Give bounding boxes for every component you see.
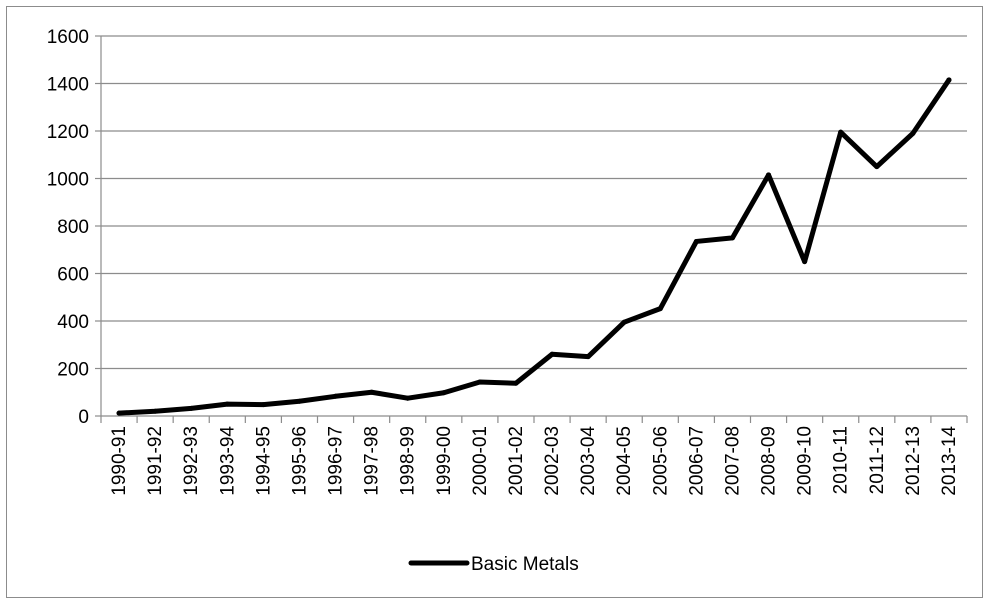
data-point <box>405 395 411 401</box>
data-point <box>188 405 194 411</box>
x-tick-label: 2005-06 <box>650 426 671 496</box>
data-point <box>116 410 122 416</box>
series-group <box>116 77 952 416</box>
x-tick-label: 1998-99 <box>398 426 419 496</box>
data-point <box>333 393 339 399</box>
data-point <box>513 380 519 386</box>
data-point <box>657 306 663 312</box>
x-axis-ticks: 1990-91 1991-92 1992-93 1993-94 1994-95 1995-… <box>100 416 968 496</box>
x-tick-label: 1996-97 <box>326 426 347 496</box>
x-tick-label: 1990-91 <box>109 426 130 496</box>
x-tick-label: 2007-08 <box>722 426 743 496</box>
data-point <box>152 408 158 414</box>
x-tick-label: 2011-12 <box>867 426 888 494</box>
x-tick-label: 1993-94 <box>217 426 238 496</box>
x-tick-label: 2006-07 <box>686 426 707 496</box>
y-tick-label: 1600 <box>47 27 89 48</box>
y-axis-ticks: 0 200 400 600 800 1000 1200 1400 1600 <box>47 27 101 428</box>
data-point <box>296 398 302 404</box>
x-tick-label: 2009-10 <box>795 426 816 496</box>
x-tick-label: 1992-93 <box>181 426 202 496</box>
legend: Basic Metals <box>408 554 579 575</box>
x-tick-label: 2000-01 <box>470 426 491 496</box>
x-tick-label: 2013-14 <box>939 426 960 496</box>
x-tick-label: 1991-92 <box>145 426 166 496</box>
x-tick-label: 2012-13 <box>903 426 924 496</box>
data-point <box>585 354 591 360</box>
y-tick-label: 600 <box>57 265 89 286</box>
x-tick-label: 2001-02 <box>506 426 527 496</box>
x-tick-label: 1994-95 <box>253 426 274 496</box>
data-point <box>874 164 880 170</box>
data-point <box>766 172 772 178</box>
data-point <box>441 390 447 396</box>
data-point <box>477 379 483 385</box>
x-tick-label: 2002-03 <box>542 426 563 496</box>
data-point <box>729 235 735 241</box>
data-point <box>910 130 916 136</box>
x-tick-label: 2003-04 <box>578 426 599 496</box>
x-tick-label: 1997-98 <box>362 426 383 496</box>
series-line-basic-metals <box>116 77 952 416</box>
y-tick-label: 400 <box>57 312 89 333</box>
data-point <box>224 401 230 407</box>
gridlines <box>101 35 967 370</box>
legend-label: Basic Metals <box>471 554 579 575</box>
data-point <box>621 319 627 325</box>
data-point <box>802 259 808 265</box>
y-tick-label: 1200 <box>47 122 89 143</box>
data-point <box>838 129 844 135</box>
data-point <box>260 402 266 408</box>
x-tick-label: 2010-11 <box>831 426 852 494</box>
y-tick-label: 0 <box>78 407 89 428</box>
x-tick-label: 2004-05 <box>614 426 635 496</box>
y-tick-label: 800 <box>57 217 89 238</box>
y-tick-label: 1000 <box>47 170 89 191</box>
data-point <box>693 238 699 244</box>
x-tick-label: 1999-00 <box>434 426 455 496</box>
y-tick-label: 1400 <box>47 75 89 96</box>
chart-frame <box>6 6 983 598</box>
x-tick-label: 1995-96 <box>289 426 310 496</box>
x-tick-label: 2008-09 <box>759 426 780 496</box>
data-point <box>369 389 375 395</box>
data-point <box>946 77 952 83</box>
data-point <box>549 351 555 357</box>
y-tick-label: 200 <box>57 360 89 381</box>
